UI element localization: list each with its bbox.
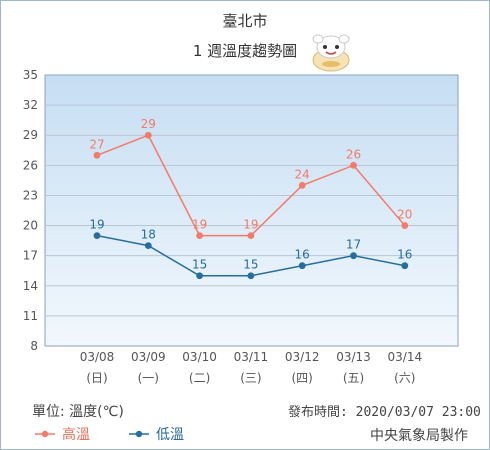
data-point bbox=[196, 272, 204, 280]
y-tick-label: 32 bbox=[23, 98, 38, 112]
x-weekday-label: (四) bbox=[292, 371, 313, 385]
x-weekday-label: (一) bbox=[138, 371, 159, 385]
temperature-chart: 8 11 14 17 20 23 26 29 32 35 03/08 (日) 03/09 (一) 03/1… bbox=[23, 68, 459, 385]
x-weekday-label: (二) bbox=[189, 371, 210, 385]
y-tick-label: 11 bbox=[23, 309, 38, 323]
data-label: 16 bbox=[295, 248, 310, 262]
x-weekday-label: (六) bbox=[394, 371, 415, 385]
x-weekday-label: (三) bbox=[240, 371, 261, 385]
x-tick-label: 03/14 bbox=[388, 350, 423, 364]
x-tick-label: 03/09 bbox=[131, 350, 166, 364]
data-label: 18 bbox=[141, 228, 156, 242]
data-point bbox=[350, 252, 357, 260]
y-tick-label: 23 bbox=[23, 188, 38, 202]
mascot-icon bbox=[312, 34, 350, 72]
data-label: 27 bbox=[89, 137, 104, 151]
data-label: 24 bbox=[295, 167, 310, 181]
chart-subtitle: 1 週溫度趨勢圖 bbox=[192, 42, 298, 60]
agency-credit: 中央氣象局製作 bbox=[370, 428, 468, 444]
y-tick-label: 17 bbox=[23, 249, 38, 263]
x-tick-label: 03/08 bbox=[80, 350, 115, 364]
x-tick-label: 03/10 bbox=[182, 350, 217, 364]
data-point bbox=[93, 151, 101, 159]
y-tick-label: 35 bbox=[23, 68, 38, 82]
data-label: 16 bbox=[397, 248, 412, 262]
data-point bbox=[350, 161, 357, 169]
legend-low: 低溫 bbox=[128, 424, 184, 444]
data-label: 19 bbox=[89, 218, 104, 232]
data-label: 26 bbox=[346, 147, 361, 161]
data-label: 19 bbox=[243, 218, 258, 232]
x-tick-label: 03/12 bbox=[285, 350, 320, 364]
legend-high-label: 高溫 bbox=[62, 427, 90, 443]
publish-time: 發布時間: 2020/03/07 23:00 bbox=[288, 405, 481, 420]
data-label: 15 bbox=[243, 258, 258, 272]
y-tick-label: 26 bbox=[23, 158, 38, 172]
legend-high: 高溫 bbox=[34, 424, 90, 444]
data-label: 29 bbox=[141, 117, 156, 131]
y-tick-label: 8 bbox=[30, 339, 38, 353]
y-tick-label: 29 bbox=[23, 128, 38, 142]
data-label: 17 bbox=[346, 238, 361, 252]
x-tick-label: 03/13 bbox=[336, 350, 371, 364]
data-point bbox=[298, 262, 306, 270]
data-point bbox=[144, 131, 152, 139]
chart-location-title: 臺北市 bbox=[222, 12, 268, 30]
x-weekday-label: (日) bbox=[86, 371, 107, 385]
legend-low-label: 低溫 bbox=[156, 427, 184, 443]
plot-area bbox=[44, 74, 459, 347]
y-tick-label: 20 bbox=[23, 219, 38, 233]
data-point bbox=[247, 272, 255, 280]
data-point bbox=[401, 222, 409, 229]
data-point bbox=[298, 182, 306, 189]
data-point bbox=[144, 242, 152, 250]
legend-low-marker bbox=[129, 430, 149, 438]
data-label: 20 bbox=[397, 208, 412, 222]
data-label: 15 bbox=[192, 258, 207, 272]
data-point bbox=[247, 232, 255, 239]
data-point bbox=[196, 232, 204, 239]
data-point bbox=[93, 232, 101, 239]
y-tick-label: 14 bbox=[23, 279, 38, 293]
data-point bbox=[401, 262, 409, 270]
x-weekday-label: (五) bbox=[343, 371, 364, 385]
data-label: 19 bbox=[192, 218, 207, 232]
legend-high-marker bbox=[35, 430, 55, 438]
x-tick-label: 03/11 bbox=[234, 350, 269, 364]
unit-label: 單位: 溫度(℃) bbox=[32, 404, 124, 420]
